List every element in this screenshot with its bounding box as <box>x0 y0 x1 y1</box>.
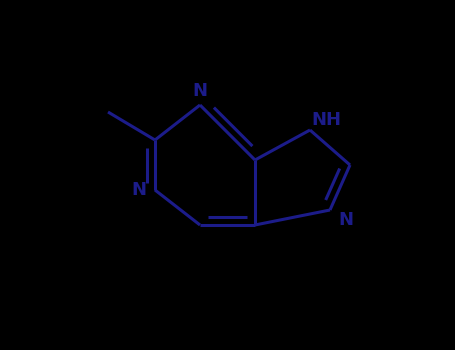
Text: N: N <box>339 211 354 229</box>
Text: N: N <box>131 181 147 199</box>
Text: NH: NH <box>311 111 341 129</box>
Text: N: N <box>192 82 207 100</box>
